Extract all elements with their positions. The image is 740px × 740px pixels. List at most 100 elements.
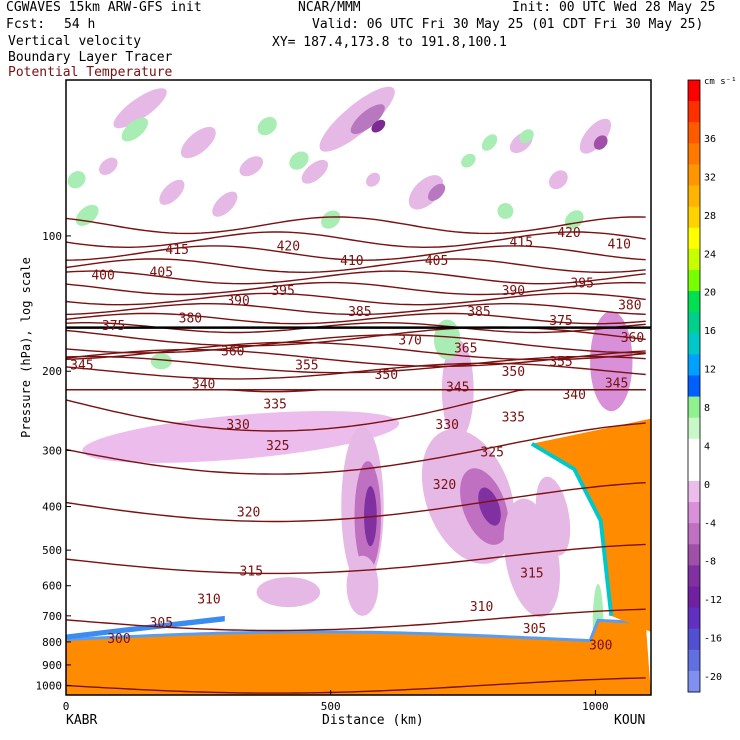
colorbar-swatch	[688, 143, 700, 165]
theta-contour	[66, 312, 646, 325]
theta-label: 410	[340, 254, 363, 269]
theta-label: 405	[425, 254, 448, 269]
colorbar-swatch	[688, 396, 700, 419]
colorbar-swatch	[688, 206, 700, 229]
right-endpoint-label: KOUN	[614, 713, 646, 728]
theta-label: 310	[197, 592, 220, 607]
colorbar-label: -12	[704, 595, 722, 606]
velocity-contour-fill	[150, 353, 172, 370]
velocity-contour-fill	[257, 116, 277, 136]
y-tick-label: 700	[42, 610, 62, 623]
velocity-contour-fill	[113, 88, 167, 129]
tracer-tongue	[66, 615, 225, 640]
x-tick-label: 500	[321, 700, 341, 713]
theta-label: 335	[502, 410, 525, 425]
theta-label: 350	[375, 368, 398, 383]
theta-label: 300	[107, 632, 130, 647]
theta-contour	[66, 303, 646, 316]
colorbar-swatch	[688, 269, 700, 292]
theta-label: 355	[295, 358, 318, 373]
colorbar-swatch	[688, 586, 700, 609]
velocity-contour-fill	[256, 577, 321, 608]
velocity-contour-fill	[350, 104, 385, 135]
colorbar-swatch	[688, 607, 700, 630]
theta-label: 355	[549, 355, 572, 370]
theta-contour	[66, 281, 646, 296]
velocity-contour-fill	[121, 117, 149, 142]
org-label: NCAR/MMM	[298, 0, 361, 15]
theta-contour	[66, 334, 646, 354]
theta-label: 390	[502, 284, 525, 299]
y-tick-label: 200	[42, 365, 62, 378]
theta-contour	[66, 231, 646, 249]
velocity-contour-fill	[519, 129, 534, 144]
theta-contour	[66, 245, 646, 261]
theta-label: 380	[618, 298, 641, 313]
theta-label: 390	[226, 294, 249, 309]
colorbar-swatch	[688, 333, 700, 355]
velocity-contour-fill	[67, 171, 86, 189]
velocity-contour-fill	[427, 183, 446, 201]
velocity-contour-fill	[75, 204, 99, 226]
y-tick-label: 800	[42, 636, 62, 649]
tracer-edge	[66, 618, 646, 643]
theta-contour	[66, 422, 646, 475]
colorbar-swatch	[688, 502, 700, 524]
theta-label: 400	[91, 269, 114, 284]
y-tick-label: 900	[42, 659, 62, 672]
colorbar-swatch	[688, 628, 700, 651]
theta-label: 360	[621, 331, 644, 346]
colorbar-swatch	[688, 312, 700, 334]
theta-label: 345	[446, 380, 469, 395]
theta-label: 385	[467, 305, 490, 320]
velocity-contour-fill	[579, 118, 612, 154]
y-tick-label: 100	[42, 230, 62, 243]
colorbar-swatch	[688, 670, 700, 693]
theta-label: 380	[179, 312, 202, 327]
theta-label: 410	[607, 238, 630, 253]
colorbar-swatch	[688, 417, 700, 440]
velocity-contour-fill	[481, 134, 498, 151]
theta-contour	[66, 355, 646, 374]
model-title: CGWAVES 15km ARW-GFS init	[6, 0, 202, 15]
field-boundary-layer-tracer: Boundary Layer Tracer	[8, 50, 173, 65]
colorbar-label: 12	[704, 365, 716, 376]
theta-label: 375	[102, 319, 125, 334]
theta-label: 405	[150, 266, 173, 281]
theta-label: 305	[523, 622, 546, 637]
colorbar-label: 28	[704, 211, 716, 222]
y-tick-label: 500	[42, 544, 62, 557]
colorbar-swatch	[688, 164, 700, 187]
tracer-plume-edge	[530, 442, 614, 617]
theta-label: 385	[348, 305, 371, 320]
theta-label: 330	[435, 418, 458, 433]
valid-time: Valid: 06 UTC Fri 30 May 25 (01 CDT Fri …	[312, 17, 704, 32]
x-axis-title: Distance (km)	[322, 713, 424, 728]
left-endpoint-label: KABR	[66, 713, 98, 728]
theta-label: 370	[398, 334, 421, 349]
colorbar-label: -20	[704, 672, 722, 683]
colorbar-label: 0	[704, 480, 710, 491]
theta-label: 345	[605, 377, 628, 392]
y-tick-label: 300	[42, 444, 62, 457]
theta-label: 365	[454, 341, 477, 356]
theta-contour	[66, 258, 646, 274]
colorbar-swatch	[688, 565, 700, 587]
velocity-contour-fill	[239, 156, 264, 177]
theta-contour	[66, 292, 646, 306]
velocity-contour-fill	[497, 202, 514, 219]
velocity-contour-fill	[289, 151, 309, 170]
cross-section-endpoints: XY= 187.4,173.8 to 191.8,100.1	[272, 35, 507, 50]
colorbar-label: 24	[704, 249, 716, 260]
colorbar-swatch	[688, 544, 700, 566]
theta-contour	[66, 677, 646, 694]
colorbar-frame	[687, 79, 701, 693]
colorbar-swatch	[688, 227, 700, 250]
velocity-contour-fill	[478, 487, 501, 526]
velocity-contour-fill	[371, 119, 386, 133]
theta-label: 395	[570, 277, 593, 292]
colorbar-swatch	[688, 459, 700, 482]
y-axis-title: Pressure (hPa), log scale	[19, 257, 33, 438]
colorbar-swatch	[688, 649, 700, 672]
theta-label: 395	[271, 284, 294, 299]
